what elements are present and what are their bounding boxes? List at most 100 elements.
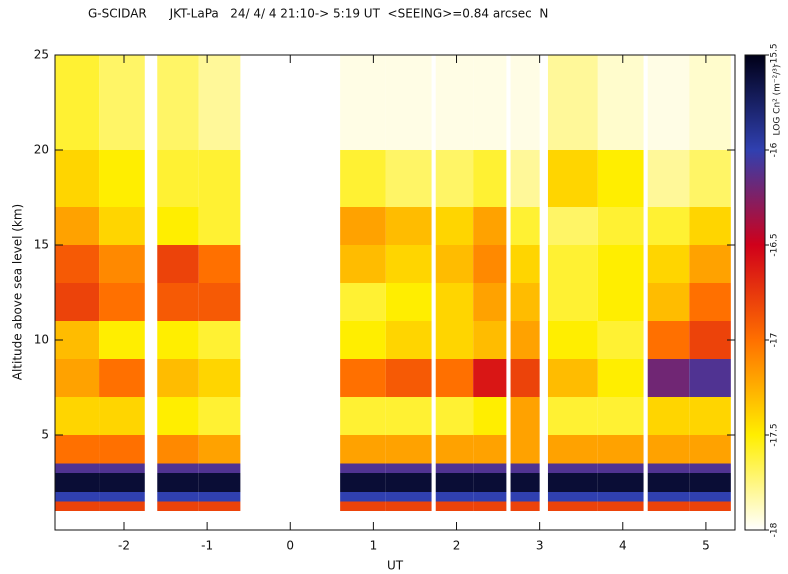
heatmap-cell bbox=[597, 397, 644, 435]
heatmap-cell bbox=[547, 463, 598, 473]
heatmap-cell bbox=[510, 397, 540, 435]
chart-title: G-SCIDAR JKT-LaPa 24/ 4/ 4 21:10-> 5:19 … bbox=[88, 7, 548, 21]
heatmap-cell bbox=[597, 463, 644, 473]
colorbar-label: LOG Cn² (m⁻²/³) bbox=[773, 65, 783, 136]
heatmap-cell bbox=[647, 321, 690, 359]
heatmap-cell bbox=[547, 150, 598, 207]
heatmap-cell bbox=[435, 245, 474, 283]
heatmap-cell bbox=[55, 463, 100, 473]
heatmap-cell bbox=[99, 245, 145, 283]
heatmap-cell bbox=[435, 207, 474, 245]
heatmap-cell bbox=[340, 359, 386, 397]
heatmap-cell bbox=[340, 492, 386, 502]
heatmap-cell bbox=[473, 207, 507, 245]
heatmap-cell bbox=[547, 55, 598, 150]
heatmap-cell bbox=[99, 321, 145, 359]
heatmap-cell bbox=[473, 359, 507, 397]
heatmap-cell bbox=[689, 359, 731, 397]
heatmap-cell bbox=[340, 245, 386, 283]
heatmap-cell bbox=[473, 435, 507, 464]
heatmap-cell bbox=[647, 435, 690, 464]
heatmap-cell bbox=[510, 321, 540, 359]
heatmap-cell bbox=[647, 397, 690, 435]
heatmap-cell bbox=[547, 283, 598, 321]
heatmap-cell bbox=[198, 245, 241, 283]
heatmap-cell bbox=[198, 283, 241, 321]
heatmap-cell bbox=[157, 492, 199, 502]
heatmap-cell bbox=[547, 321, 598, 359]
heatmap-cell bbox=[99, 463, 145, 473]
heatmap-cell bbox=[647, 245, 690, 283]
heatmap-cell bbox=[547, 245, 598, 283]
heatmap-cell bbox=[473, 283, 507, 321]
heatmap-cell bbox=[157, 150, 199, 207]
heatmap-cell bbox=[510, 501, 540, 511]
heatmap-cell bbox=[157, 435, 199, 464]
heatmap-cell bbox=[510, 55, 540, 150]
plot-frame bbox=[54, 54, 736, 531]
x-tick-label: 3 bbox=[536, 539, 544, 553]
heatmap-cell bbox=[510, 463, 540, 473]
heatmap-cell bbox=[597, 150, 644, 207]
heatmap-cell bbox=[157, 397, 199, 435]
x-tick-label: 5 bbox=[702, 539, 710, 553]
heatmap-cell bbox=[385, 501, 432, 511]
heatmap-cell bbox=[385, 207, 432, 245]
y-tick-label: 10 bbox=[34, 333, 49, 347]
heatmap-cell bbox=[385, 321, 432, 359]
x-tick-label: 0 bbox=[286, 539, 294, 553]
heatmap-cell bbox=[99, 150, 145, 207]
heatmap-cell bbox=[385, 463, 432, 473]
heatmap-cell bbox=[647, 55, 690, 150]
heatmap-cell bbox=[647, 207, 690, 245]
heatmap-cell bbox=[547, 473, 598, 492]
heatmap-cell bbox=[435, 501, 474, 511]
heatmap-cell bbox=[689, 245, 731, 283]
heatmap-cell bbox=[198, 207, 241, 245]
heatmap-cell bbox=[647, 463, 690, 473]
heatmap-cell bbox=[647, 150, 690, 207]
heatmap-cell bbox=[340, 283, 386, 321]
heatmap-cell bbox=[198, 321, 241, 359]
colorbar-tick-label: -18 bbox=[770, 522, 780, 537]
heatmap-cell bbox=[198, 501, 241, 511]
heatmap-cell bbox=[385, 359, 432, 397]
heatmap-cell bbox=[340, 321, 386, 359]
heatmap-cell bbox=[510, 150, 540, 207]
heatmap-cell bbox=[597, 473, 644, 492]
heatmap-cell bbox=[157, 55, 199, 150]
x-axis-label: UT bbox=[387, 559, 404, 573]
heatmap-cell bbox=[385, 492, 432, 502]
heatmap-cell bbox=[99, 283, 145, 321]
heatmap-cell bbox=[597, 359, 644, 397]
colorbar-tick-label: -17.5 bbox=[770, 423, 780, 446]
heatmap-cell bbox=[597, 321, 644, 359]
heatmap-cell bbox=[597, 245, 644, 283]
heatmap-cell bbox=[55, 150, 100, 207]
heatmap-cell bbox=[55, 359, 100, 397]
heatmap-cell bbox=[340, 207, 386, 245]
heatmap-cell bbox=[473, 463, 507, 473]
heatmap-cell bbox=[55, 283, 100, 321]
y-tick-label: 25 bbox=[34, 48, 49, 62]
colorbar bbox=[744, 54, 766, 531]
heatmap-cell bbox=[99, 501, 145, 511]
heatmap-cell bbox=[198, 359, 241, 397]
y-axis-label: Altitude above sea level (km) bbox=[11, 204, 25, 380]
heatmap-cell bbox=[55, 207, 100, 245]
heatmap-cell bbox=[55, 492, 100, 502]
heatmap-cell bbox=[435, 397, 474, 435]
heatmap-cell bbox=[689, 150, 731, 207]
heatmap-cell bbox=[340, 463, 386, 473]
heatmap-cell bbox=[198, 463, 241, 473]
heatmap-cell bbox=[689, 501, 731, 511]
heatmap-cell bbox=[510, 492, 540, 502]
heatmap-cell bbox=[473, 397, 507, 435]
heatmap-cell bbox=[385, 397, 432, 435]
heatmap-cell bbox=[385, 473, 432, 492]
heatmap-cell bbox=[597, 501, 644, 511]
heatmap-cell bbox=[198, 397, 241, 435]
heatmap-cell bbox=[435, 492, 474, 502]
x-tick-label: 2 bbox=[453, 539, 461, 553]
heatmap-cell bbox=[473, 501, 507, 511]
